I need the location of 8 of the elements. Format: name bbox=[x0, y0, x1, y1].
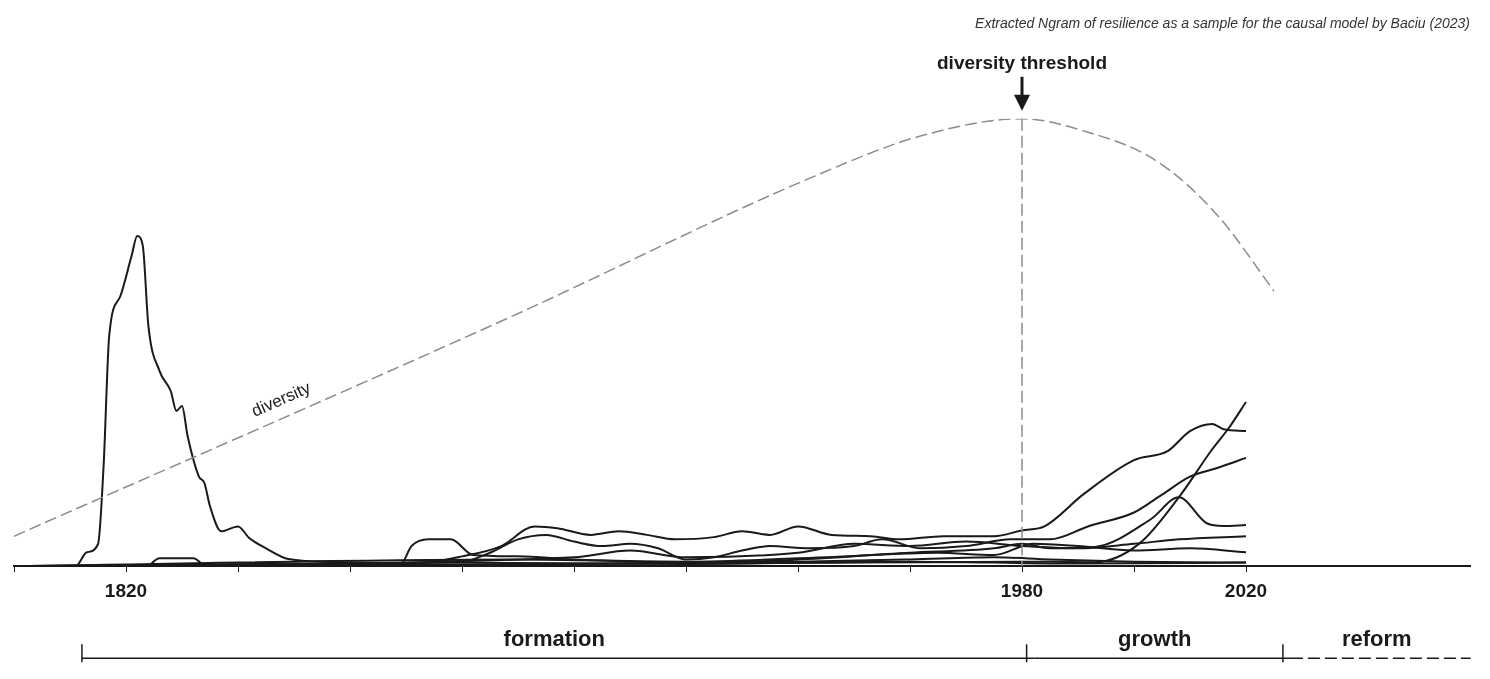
x-tick-label: 1980 bbox=[1000, 579, 1044, 601]
ref-line-label: diversity threshold bbox=[937, 51, 1107, 73]
text: growth bbox=[1118, 626, 1192, 652]
chart-title: Extracted Ngram of resilience as a sample for the causal model by Baciu (2023) bbox=[975, 15, 1470, 32]
text: reform bbox=[1341, 626, 1412, 652]
text: formation bbox=[503, 626, 606, 652]
x-tick-label: 1820 bbox=[104, 579, 148, 601]
x-tick-label: 2020 bbox=[1224, 579, 1268, 601]
